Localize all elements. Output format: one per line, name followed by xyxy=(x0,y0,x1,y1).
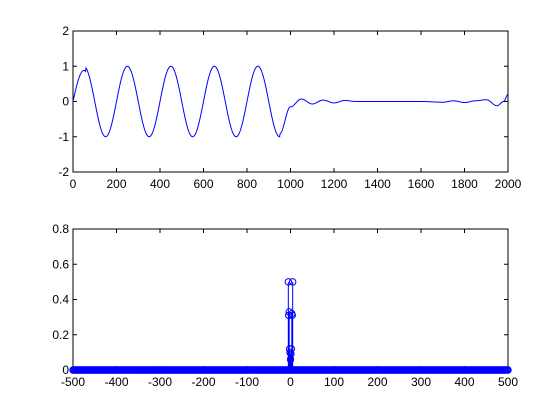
x-tick-label: -300 xyxy=(148,375,172,389)
y-tick-label: 2 xyxy=(62,24,69,38)
x-tick-label: 800 xyxy=(237,177,257,191)
y-tick-label: 1 xyxy=(62,59,69,73)
x-tick-label: 300 xyxy=(411,375,431,389)
x-tick-label: 200 xyxy=(367,375,387,389)
y-tick-label: 0 xyxy=(62,363,69,377)
x-tick-label: 100 xyxy=(324,375,344,389)
x-tick-label: 500 xyxy=(498,375,518,389)
x-tick-label: 400 xyxy=(150,177,170,191)
stem-marker xyxy=(284,278,293,286)
y-tick-label: -2 xyxy=(58,165,69,179)
y-tick-label: 0.4 xyxy=(52,293,69,307)
y-tick-label: 0.8 xyxy=(52,222,69,236)
y-tick-label: -1 xyxy=(58,130,69,144)
y-tick-label: 0.2 xyxy=(52,328,69,342)
x-tick-label: 1600 xyxy=(408,177,435,191)
x-tick-label: 1400 xyxy=(364,177,391,191)
y-tick-label: 0 xyxy=(62,95,69,109)
plot-area-frame xyxy=(72,30,509,173)
x-tick-label: 1200 xyxy=(321,177,348,191)
x-tick-label: 0 xyxy=(70,177,77,191)
x-tick-label: 2000 xyxy=(495,177,522,191)
x-tick-label: -100 xyxy=(235,375,259,389)
top-axes: 0 200 400 600 800 1000 1200 1400 1600 1800 2000 -2 -… xyxy=(58,24,521,191)
y-tick-label: 0.6 xyxy=(52,257,69,271)
x-tick-label: -500 xyxy=(61,375,85,389)
x-tick-label: 400 xyxy=(454,375,474,389)
x-tick-label: 1000 xyxy=(277,177,304,191)
stem-marker xyxy=(288,278,297,286)
x-tick-label: 0 xyxy=(287,375,294,389)
x-tick-label: 1800 xyxy=(451,177,478,191)
plot-area-frame xyxy=(72,228,509,371)
series-line xyxy=(72,65,509,138)
x-tick-label: -200 xyxy=(191,375,215,389)
x-tick-label: -400 xyxy=(104,375,128,389)
bottom-axes: -500 -400 -300 -200 -100 0 100 200 300 400 500 0 0.2… xyxy=(52,222,518,389)
x-tick-label: 200 xyxy=(106,177,126,191)
x-tick-label: 600 xyxy=(193,177,213,191)
